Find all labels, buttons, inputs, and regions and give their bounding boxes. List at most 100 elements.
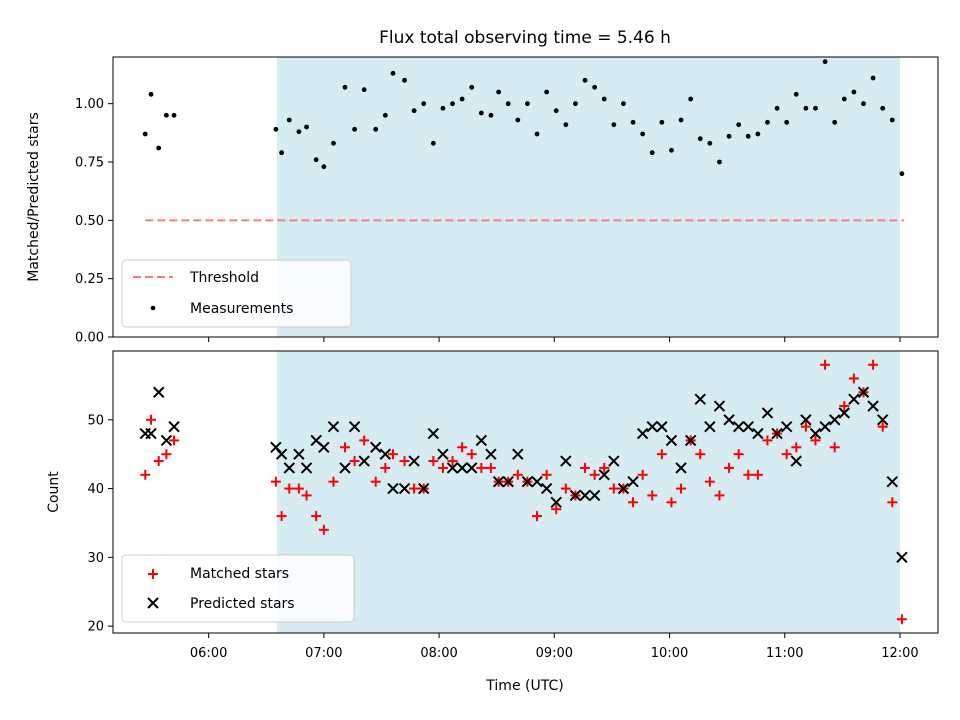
matched-star-point [270,476,281,487]
matched-star-point [532,511,543,522]
measurement-point [803,105,809,111]
matched-star-point [485,462,496,473]
measurement-point [544,89,550,95]
predicted-star-point [752,427,764,440]
matched-star-point [466,449,477,460]
predicted-star-point [327,420,340,433]
measurement-point [411,108,417,114]
top-y-tick-label: 0.75 [75,156,104,171]
predicted-star-point [550,496,562,509]
measurement-point [688,96,694,102]
bottom-y-axis-label: Count [46,471,62,513]
measurement-point [822,59,828,65]
matched-star-point [380,462,391,473]
predicted-star-point [492,475,505,488]
legend-predicted-label: Predicted stars [190,596,295,612]
matched-star-point [647,490,658,501]
matched-star-point [868,359,879,370]
predicted-star-point [771,427,783,440]
measurement-point [390,70,396,76]
predicted-star-point [838,407,850,419]
measurement-point [659,119,665,125]
matched-star-point [370,476,381,487]
bottom-y-tick-label: 50 [87,413,104,428]
predicted-star-point [152,386,165,398]
predicted-star-point [867,400,879,412]
predicted-star-point [617,482,630,495]
bottom-y-ticks: 20 30 40 50 [87,413,113,635]
matched-star-point [437,462,448,473]
measurement-point [163,112,169,118]
measurement-point [649,150,655,156]
predicted-star-point [656,420,668,433]
legend-threshold-label: Threshold [189,270,259,286]
measurement-point [774,105,780,111]
matched-star-point [153,456,164,467]
predicted-star-point [387,482,399,495]
x-axis-label: Time (UTC) [485,678,563,694]
measurement-point [880,105,886,111]
matched-star-point [781,449,792,460]
measurement-point [331,140,336,146]
matched-star-point [428,456,439,467]
predicted-star-point [636,427,649,440]
predicted-star-point [275,448,288,460]
predicted-star-point [160,434,173,447]
measurement-point [534,131,540,137]
measurement-point [505,101,511,107]
top-observing-window [277,57,900,337]
predicted-star-point [485,448,497,460]
bottom-y-tick-label: 40 [87,482,104,497]
predicted-star-point [828,414,841,426]
top-axes-frame [112,56,939,338]
predicted-star-point [560,455,572,467]
predicted-star-point [598,469,610,481]
measurement-point [813,105,818,111]
matched-star-point [896,614,907,625]
predicted-star-point [540,482,553,495]
chart-title: Flux total observing time = 5.46 h [379,28,671,48]
top-x-ticks [208,337,901,342]
matched-star-point [541,469,552,480]
measurement-point [430,140,436,146]
matched-star-point [457,442,468,453]
bottom-legend-box [121,554,355,623]
measurement-point [421,101,427,107]
measurement-point [765,119,770,125]
matched-star-point [146,414,157,425]
predicted-star-point [348,420,361,433]
predicted-star-point [646,420,658,433]
x-tick-label: 09:00 [536,646,573,661]
measurement-point [342,84,348,90]
predicted-star-point [742,420,754,433]
predicted-star-point [300,462,313,474]
top-y-tick-label: 0.00 [75,331,104,346]
matched-star-point [656,449,667,460]
predicted-star-point [857,386,870,398]
predicted-star-point [398,482,411,495]
matched-star-point [887,497,898,508]
matched-star-point [676,483,687,494]
measurement-point [488,112,494,118]
matched-star-point [318,524,329,535]
matched-star-point [829,442,840,453]
x-tick-label: 06:00 [190,646,227,661]
measurement-point [142,131,148,137]
measurement-point [745,133,751,139]
measurement-point [450,101,455,107]
predicted-star-point [809,427,822,440]
predicted-star-point [713,400,726,412]
predicted-star-point [531,475,543,488]
matched-star-point [820,359,831,370]
legend-matched-swatch [148,569,158,579]
measurement-point [525,101,530,107]
measurement-point [553,108,559,114]
predicted-star-point [358,455,370,467]
x-tick-label: 07:00 [305,646,342,661]
top-legend-box [121,259,352,328]
measurement-point [382,112,388,118]
measurement-point [697,136,703,142]
predicted-star-point [502,475,514,488]
predicted-star-point [684,434,697,447]
top-y-tick-label: 0.50 [75,214,104,229]
